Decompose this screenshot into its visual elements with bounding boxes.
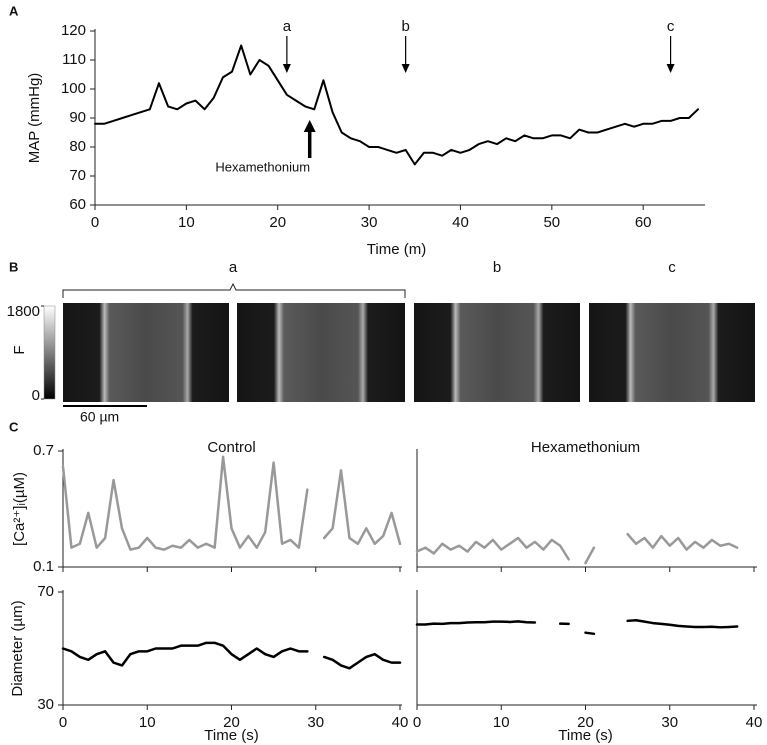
x-tick-label: 30 bbox=[307, 714, 324, 731]
y-axis-label: [Ca²⁺]ᵢ(µM) bbox=[11, 472, 28, 546]
y-tick-label: 0.7 bbox=[33, 442, 54, 459]
image bbox=[589, 303, 755, 402]
x-tick-label: 20 bbox=[269, 214, 286, 231]
image bbox=[414, 303, 580, 402]
x-tick-label: 0 bbox=[59, 714, 67, 731]
image-label: a bbox=[229, 259, 238, 276]
arrow-head bbox=[303, 120, 316, 132]
x-tick-label: 40 bbox=[392, 714, 409, 731]
chart-title: Hexamethonium bbox=[531, 439, 640, 456]
line-series bbox=[94, 44, 699, 166]
x-tick-label: 40 bbox=[746, 714, 763, 731]
image-label: c bbox=[668, 259, 676, 276]
annotation: b bbox=[401, 18, 409, 35]
y-tick-label: 90 bbox=[69, 109, 86, 126]
x-tick-label: 50 bbox=[543, 214, 560, 231]
image bbox=[63, 303, 229, 402]
y-tick-label: 110 bbox=[62, 51, 86, 68]
x-axis-label: Time (m) bbox=[367, 241, 426, 258]
line-series bbox=[61, 455, 309, 551]
arrow-head bbox=[666, 64, 675, 73]
y-tick-label: 70 bbox=[37, 583, 54, 600]
arrow-head bbox=[282, 64, 291, 73]
line-series bbox=[415, 536, 570, 561]
x-axis-label: Time (s) bbox=[558, 727, 612, 744]
x-tick-label: 20 bbox=[223, 714, 240, 731]
x-tick-label: 30 bbox=[361, 214, 378, 231]
x-tick-label: 10 bbox=[493, 714, 510, 731]
line-series bbox=[626, 619, 739, 629]
panel-label: C bbox=[9, 419, 19, 434]
y-tick-label: 80 bbox=[69, 138, 86, 155]
y-tick-label: 60 bbox=[69, 196, 86, 213]
y-axis-label: Diameter (µm) bbox=[9, 600, 26, 696]
colorbar-tick-label: 0 bbox=[32, 387, 40, 404]
line-series bbox=[626, 532, 739, 551]
y-tick-label: 100 bbox=[61, 80, 86, 97]
colorbar-label: F bbox=[11, 345, 28, 354]
x-tick-label: 30 bbox=[661, 714, 678, 731]
x-tick-label: 10 bbox=[178, 214, 195, 231]
line-series bbox=[584, 546, 596, 565]
x-tick-label: 10 bbox=[139, 714, 156, 731]
panel-label: B bbox=[9, 259, 18, 274]
x-tick-label: 0 bbox=[91, 214, 99, 231]
line-series bbox=[415, 620, 537, 626]
image-label: b bbox=[493, 259, 501, 276]
colorbar bbox=[43, 305, 56, 400]
line-series bbox=[61, 641, 309, 667]
colorbar-tick-label: 1800 bbox=[7, 303, 40, 320]
line-series bbox=[322, 469, 402, 546]
annotation: Hexamethonium bbox=[215, 159, 310, 174]
annotation: a bbox=[283, 18, 292, 35]
x-tick-label: 40 bbox=[452, 214, 469, 231]
y-tick-label: 120 bbox=[61, 22, 86, 39]
arrow-head bbox=[401, 64, 410, 73]
y-tick-label: 0.1 bbox=[33, 558, 54, 575]
image bbox=[237, 303, 405, 402]
y-axis-label: MAP (mmHg) bbox=[26, 73, 43, 164]
x-axis-label: Time (s) bbox=[204, 727, 258, 744]
y-tick-label: 30 bbox=[37, 696, 54, 713]
bracket bbox=[62, 282, 406, 298]
y-tick-label: 70 bbox=[69, 167, 86, 184]
chart-title: Control bbox=[207, 439, 255, 456]
x-tick-label: 0 bbox=[413, 714, 421, 731]
line-series bbox=[584, 631, 596, 636]
panel-b-images bbox=[62, 282, 755, 407]
x-tick-label: 20 bbox=[577, 714, 594, 731]
annotation: c bbox=[667, 18, 675, 35]
line-series bbox=[322, 652, 402, 670]
scale-bar-label: 60 µm bbox=[80, 409, 119, 425]
panel-label: A bbox=[9, 3, 19, 18]
x-tick-label: 60 bbox=[635, 214, 652, 231]
